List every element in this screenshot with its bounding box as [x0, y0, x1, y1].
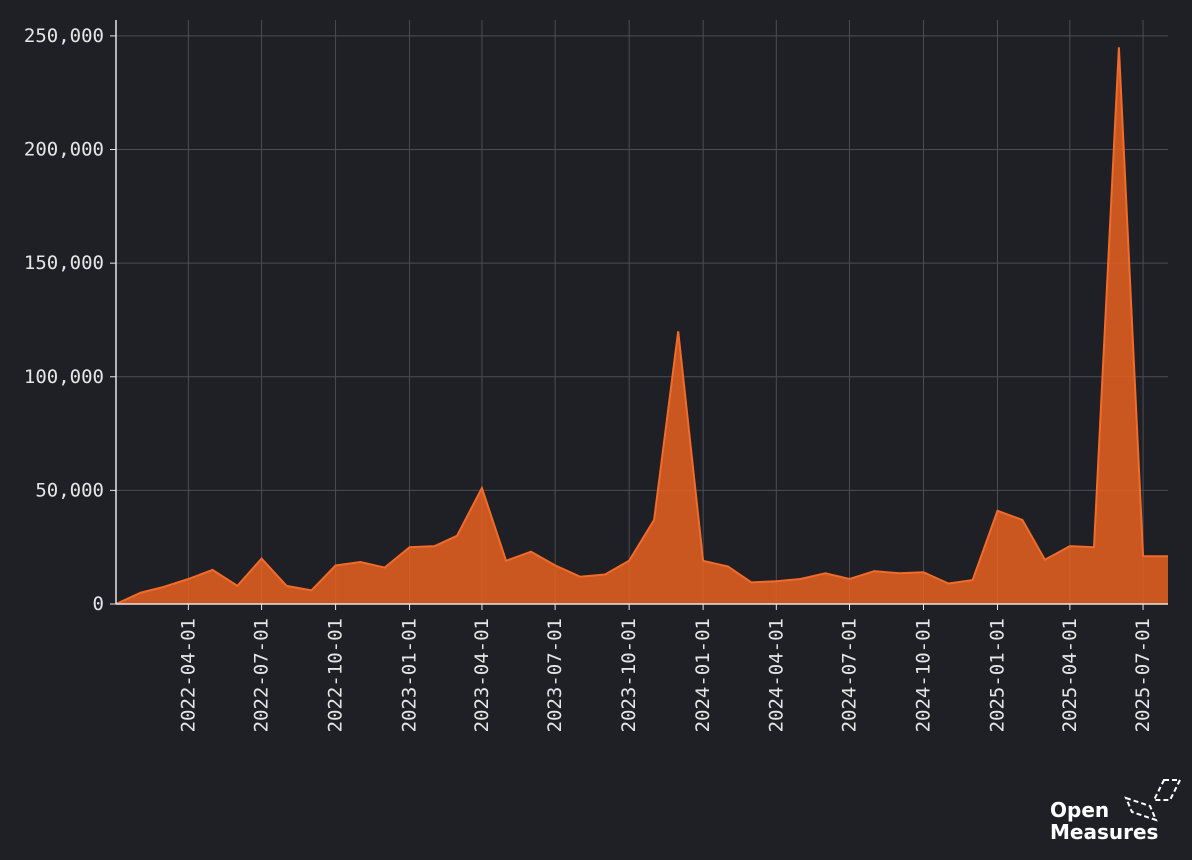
x-tick-label: 2024-01-01: [692, 618, 714, 732]
x-tick-label: 2025-04-01: [1059, 618, 1081, 732]
y-tick-label: 150,000: [24, 252, 104, 274]
grid-lines: [116, 20, 1168, 604]
series-line: [115, 47, 1168, 605]
x-tick-label: 2024-07-01: [839, 618, 861, 732]
x-tick-label: 2023-01-01: [399, 618, 421, 732]
y-tick-label: 250,000: [24, 25, 104, 47]
x-tick-label: 2024-10-01: [912, 618, 934, 732]
logo-text-measures: Measures: [1050, 820, 1159, 844]
x-tick-label: 2022-10-01: [325, 618, 347, 732]
y-tick-label: 50,000: [35, 479, 104, 501]
y-tick-label: 200,000: [24, 139, 104, 161]
axes: [115, 20, 1168, 605]
y-tick-label: 0: [93, 593, 104, 615]
area-layer: [115, 47, 1168, 605]
x-tick-label: 2024-04-01: [765, 618, 787, 732]
x-tick-label: 2025-07-01: [1132, 618, 1154, 732]
x-tick-label: 2023-07-01: [544, 618, 566, 732]
x-tick-label: 2025-01-01: [986, 618, 1008, 732]
x-tick-labels: 2022-04-01 2022-07-01 2022-10-01 2023-01-01…: [177, 604, 1154, 732]
logo-text-open: Open: [1050, 798, 1110, 822]
x-tick-label: 2023-04-01: [471, 618, 493, 732]
x-tick-label: 2022-04-01: [177, 618, 199, 732]
y-tick-label: 100,000: [24, 366, 104, 388]
open-measures-logo: Open Measures: [1050, 778, 1185, 848]
x-tick-label: 2022-07-01: [251, 618, 273, 732]
series-area: [116, 47, 1168, 605]
x-tick-label: 2023-10-01: [618, 618, 640, 732]
logo-mark-icon: [1124, 779, 1182, 822]
y-tick-labels: 0 50,000 100,000 150,000 200,000 250,000: [24, 25, 116, 615]
